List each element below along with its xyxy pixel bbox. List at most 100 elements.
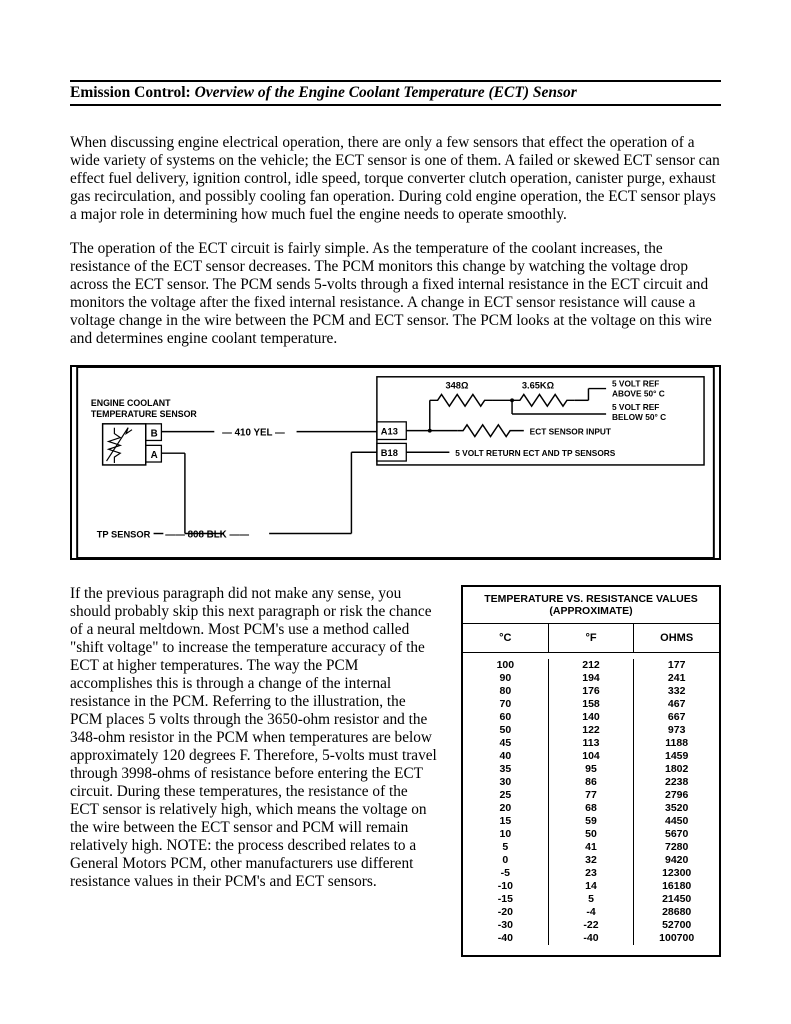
table-row: 30862238 bbox=[463, 776, 719, 789]
table-row: 401041459 bbox=[463, 750, 719, 763]
title-bar: Emission Control: Overview of the Engine… bbox=[70, 80, 721, 106]
table-cell: 25 bbox=[463, 789, 548, 802]
table-cell: -20 bbox=[463, 906, 548, 919]
svg-text:5 VOLT REF: 5 VOLT REF bbox=[612, 378, 659, 388]
svg-text:BELOW 50° C: BELOW 50° C bbox=[612, 411, 666, 421]
svg-text:ECT SENSOR INPUT: ECT SENSOR INPUT bbox=[530, 426, 611, 436]
table-cell: 50 bbox=[463, 724, 548, 737]
paragraph-2: The operation of the ECT circuit is fair… bbox=[70, 240, 721, 348]
circuit-diagram-container: ENGINE COOLANT TEMPERATURE SENSOR B A 41… bbox=[70, 365, 721, 565]
table-cell: -5 bbox=[463, 867, 548, 880]
svg-text:B18: B18 bbox=[381, 448, 398, 458]
svg-text:5 VOLT REF: 5 VOLT REF bbox=[612, 402, 659, 412]
table-row: 451131188 bbox=[463, 737, 719, 750]
table-cell: 35 bbox=[463, 763, 548, 776]
svg-text:A: A bbox=[151, 450, 158, 461]
table-cell: 30 bbox=[463, 776, 548, 789]
table-cell: 50 bbox=[548, 828, 634, 841]
table-cell: -30 bbox=[463, 919, 548, 932]
col-header-ohms: OHMS bbox=[633, 624, 719, 652]
svg-text:— 410 YEL —: — 410 YEL — bbox=[222, 427, 285, 438]
table-cell: 100700 bbox=[633, 932, 719, 945]
table-cell: 158 bbox=[548, 698, 634, 711]
table-cell: 16180 bbox=[633, 880, 719, 893]
table-row: 15594450 bbox=[463, 815, 719, 828]
table-cell: 241 bbox=[633, 672, 719, 685]
table-cell: 14 bbox=[548, 880, 634, 893]
table-cell: 60 bbox=[463, 711, 548, 724]
table-cell: 113 bbox=[548, 737, 634, 750]
table-cell: 1188 bbox=[633, 737, 719, 750]
table-cell: 68 bbox=[548, 802, 634, 815]
table-cell: 7280 bbox=[633, 841, 719, 854]
table-cell: 332 bbox=[633, 685, 719, 698]
table-cell: 23 bbox=[548, 867, 634, 880]
table-row: 70158467 bbox=[463, 698, 719, 711]
svg-text:TEMPERATURE SENSOR: TEMPERATURE SENSOR bbox=[91, 408, 198, 418]
two-column-section: If the previous paragraph did not make a… bbox=[70, 585, 721, 957]
table-row: -20-428680 bbox=[463, 906, 719, 919]
table-cell: 667 bbox=[633, 711, 719, 724]
table-cell: 41 bbox=[548, 841, 634, 854]
table-cell: 95 bbox=[548, 763, 634, 776]
table-cell: 59 bbox=[548, 815, 634, 828]
table-cell: 212 bbox=[548, 659, 634, 672]
svg-text:ABOVE 50° C: ABOVE 50° C bbox=[612, 388, 665, 398]
table-cell: -4 bbox=[548, 906, 634, 919]
table-cell: 1802 bbox=[633, 763, 719, 776]
col-header-f: °F bbox=[548, 624, 634, 652]
table-row: -15521450 bbox=[463, 893, 719, 906]
table-row: -30-2252700 bbox=[463, 919, 719, 932]
resistance-table: TEMPERATURE VS. RESISTANCE VALUES (APPRO… bbox=[461, 585, 721, 957]
table-cell: 21450 bbox=[633, 893, 719, 906]
paragraph-3: If the previous paragraph did not make a… bbox=[70, 585, 439, 892]
table-row: -52312300 bbox=[463, 867, 719, 880]
table-row: -40-40100700 bbox=[463, 932, 719, 945]
table-cell: -22 bbox=[548, 919, 634, 932]
table-row: 60140667 bbox=[463, 711, 719, 724]
table-cell: 32 bbox=[548, 854, 634, 867]
paragraph-1: When discussing engine electrical operat… bbox=[70, 134, 721, 224]
table-row: 35951802 bbox=[463, 763, 719, 776]
table-cell: 467 bbox=[633, 698, 719, 711]
table-row: 0329420 bbox=[463, 854, 719, 867]
title-subject: Overview of the Engine Coolant Temperatu… bbox=[195, 84, 577, 101]
table-row: 90194241 bbox=[463, 672, 719, 685]
table-cell: 70 bbox=[463, 698, 548, 711]
table-cell: 5 bbox=[463, 841, 548, 854]
table-header: °C °F OHMS bbox=[463, 624, 719, 653]
table-row: 10505670 bbox=[463, 828, 719, 841]
table-cell: 0 bbox=[463, 854, 548, 867]
document-page: Emission Control: Overview of the Engine… bbox=[0, 0, 791, 1024]
table-cell: 5 bbox=[548, 893, 634, 906]
table-cell: 100 bbox=[463, 659, 548, 672]
col-header-c: °C bbox=[463, 624, 548, 652]
table-row: 5417280 bbox=[463, 841, 719, 854]
table-cell: 77 bbox=[548, 789, 634, 802]
table-row: 100212177 bbox=[463, 659, 719, 672]
table-cell: 104 bbox=[548, 750, 634, 763]
table-cell: 10 bbox=[463, 828, 548, 841]
table-row: 20683520 bbox=[463, 802, 719, 815]
table-cell: 1459 bbox=[633, 750, 719, 763]
table-cell: 122 bbox=[548, 724, 634, 737]
table-cell: 86 bbox=[548, 776, 634, 789]
svg-text:5 VOLT RETURN ECT AND TP SENSO: 5 VOLT RETURN ECT AND TP SENSORS bbox=[455, 448, 616, 458]
table-cell: 12300 bbox=[633, 867, 719, 880]
svg-text:ENGINE COOLANT: ENGINE COOLANT bbox=[91, 398, 171, 408]
table-cell: 5670 bbox=[633, 828, 719, 841]
svg-text:348Ω: 348Ω bbox=[445, 380, 469, 390]
title-category: Emission Control: bbox=[70, 84, 191, 101]
table-cell: -15 bbox=[463, 893, 548, 906]
table-cell: -10 bbox=[463, 880, 548, 893]
table-cell: 2796 bbox=[633, 789, 719, 802]
table-title: TEMPERATURE VS. RESISTANCE VALUES (APPRO… bbox=[463, 587, 719, 624]
circuit-diagram: ENGINE COOLANT TEMPERATURE SENSOR B A 41… bbox=[70, 365, 721, 560]
right-column: TEMPERATURE VS. RESISTANCE VALUES (APPRO… bbox=[461, 585, 721, 957]
table-cell: -40 bbox=[548, 932, 634, 945]
table-cell: 973 bbox=[633, 724, 719, 737]
table-body: 1002121779019424180176332701584676014066… bbox=[463, 653, 719, 955]
table-cell: 15 bbox=[463, 815, 548, 828]
table-cell: 194 bbox=[548, 672, 634, 685]
left-column: If the previous paragraph did not make a… bbox=[70, 585, 439, 957]
